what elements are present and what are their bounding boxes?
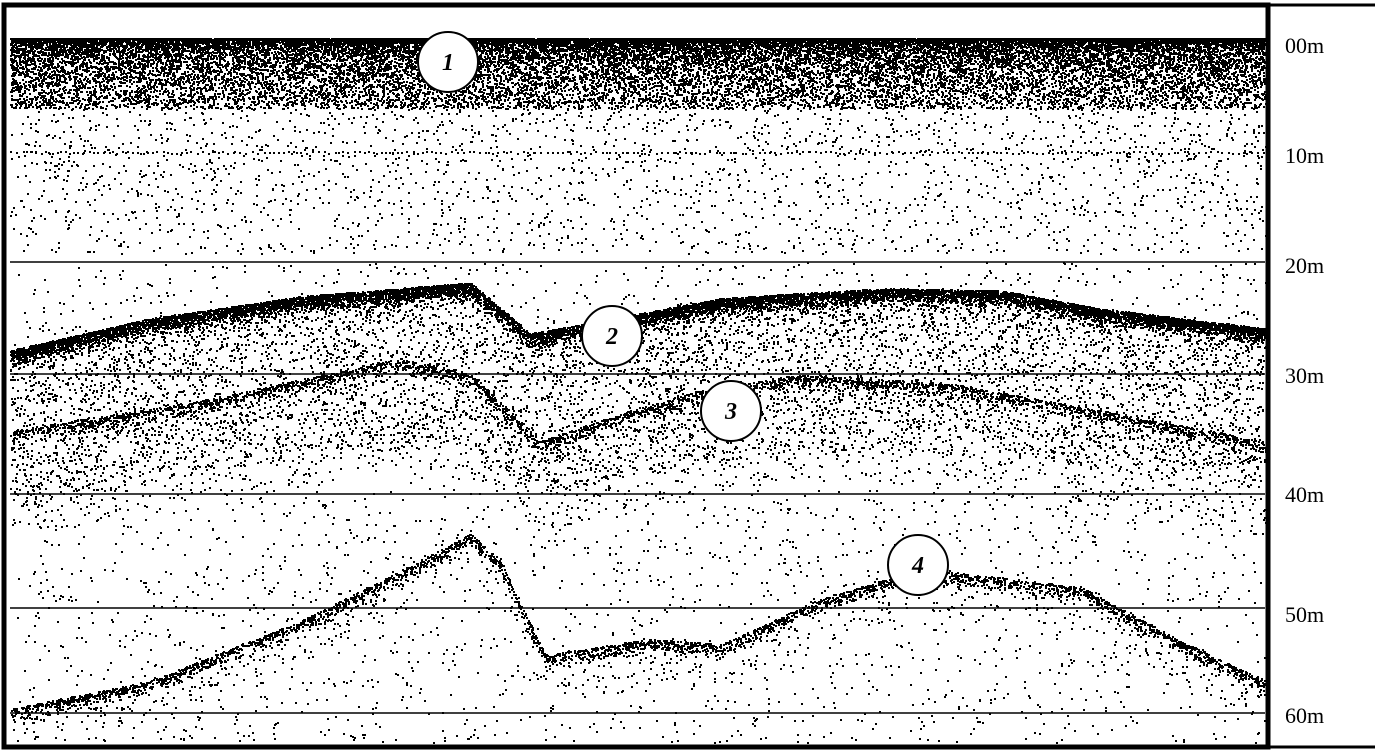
depth-label: 10m (1285, 143, 1324, 168)
echogram: 00m 10m 20m 30m 40m 50m 60m 1 2 3 4 (0, 0, 1375, 751)
marker-label: 3 (724, 399, 737, 425)
depth-label: 50m (1285, 602, 1324, 627)
depth-label: 60m (1285, 703, 1324, 728)
marker-label: 1 (442, 50, 454, 76)
page: {"depth_scale": {"labels": ["00m", "10m"… (0, 0, 1375, 751)
depth-label: 20m (1285, 253, 1324, 278)
marker-label: 4 (911, 553, 924, 579)
depth-label: 30m (1285, 363, 1324, 388)
depth-label: 40m (1285, 482, 1324, 507)
marker-label: 2 (605, 324, 618, 350)
depth-label: 00m (1285, 33, 1324, 58)
